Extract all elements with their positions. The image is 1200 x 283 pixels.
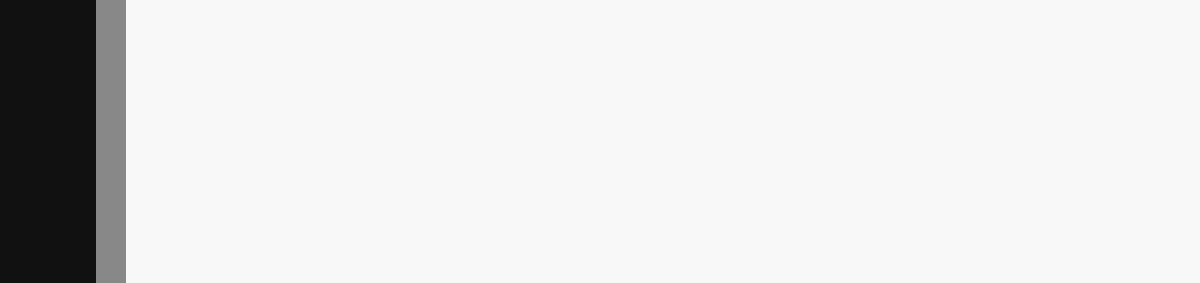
Ellipse shape [139,83,199,143]
Ellipse shape [139,225,199,283]
Text: Water is a compound.: Water is a compound. [206,57,367,73]
Text: Water and salt have different boiling points.: Water and salt have different boiling po… [206,154,529,169]
Text: Which of the following is an illustration of the law of constant​composition?: Which of the following is an illustratio… [137,14,684,29]
Text: B: B [164,107,174,120]
Ellipse shape [139,35,199,95]
Text: Water can be separated into other substances by a chemical process.: Water can be separated into other substa… [206,106,719,121]
Text: Water boils at 100 °C at 1 atm pressure.: Water boils at 100 °C at 1 atm pressure. [206,247,503,262]
Text: D: D [164,200,174,213]
Text: A: A [164,59,174,72]
Ellipse shape [139,131,199,191]
Text: Water is 11% hydrogen and 89% oxygen by mass.: Water is 11% hydrogen and 89% oxygen by … [206,199,575,214]
Ellipse shape [139,177,199,237]
Text: C: C [164,155,174,168]
Text: E: E [164,248,173,261]
